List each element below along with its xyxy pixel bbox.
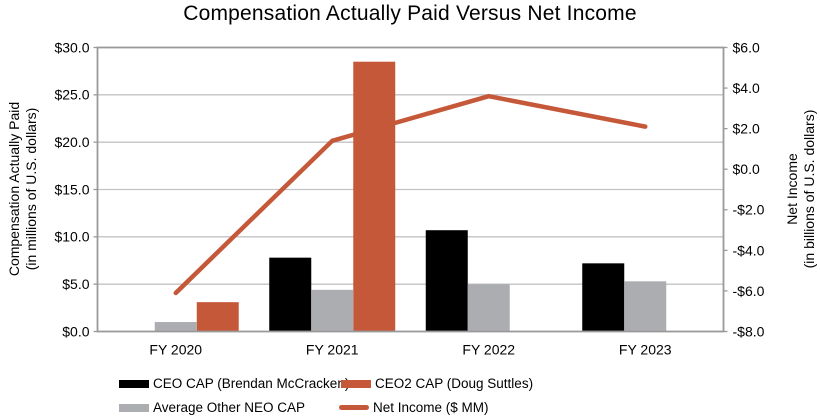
left-axis-tick-label: $5.0 xyxy=(62,276,89,292)
bar-gray-fy-2023 xyxy=(624,281,667,332)
left-axis-tick-label: $25.0 xyxy=(54,87,89,103)
right-axis-tick-label: -$6.0 xyxy=(733,283,765,299)
avg-neo-cap-swatch-icon xyxy=(119,403,149,412)
right-axis-tick-label: $4.0 xyxy=(733,80,760,96)
left-axis-tick-label: $10.0 xyxy=(54,229,89,245)
right-axis-tick-label: $2.0 xyxy=(733,121,760,137)
legend-label-avg-neo-cap: Average Other NEO CAP xyxy=(153,400,306,415)
right-axis-tick-label: $6.0 xyxy=(733,39,760,55)
bar-orange-fy-2021 xyxy=(353,61,396,332)
legend-item-avg-neo-cap: Average Other NEO CAP xyxy=(119,399,305,416)
legend-label-ceo2-cap: CEO2 CAP (Doug Suttles) xyxy=(375,376,534,391)
x-axis-label: FY 2020 xyxy=(149,341,202,357)
legend-label-ceo-cap: CEO CAP (Brendan McCracken) xyxy=(153,376,350,391)
ceo2-cap-swatch-icon xyxy=(341,379,371,388)
bar-gray-fy-2022 xyxy=(467,284,510,332)
bar-black-fy-2023 xyxy=(582,263,625,332)
x-axis-label: FY 2023 xyxy=(619,341,672,357)
x-axis-label: FY 2021 xyxy=(306,341,359,357)
x-axis-label: FY 2022 xyxy=(462,341,515,357)
right-axis-tick-label: -$2.0 xyxy=(733,202,765,218)
right-axis-tick-label: -$4.0 xyxy=(733,242,765,258)
left-axis-tick-label: $0.0 xyxy=(62,323,89,339)
bar-black-fy-2021 xyxy=(269,257,312,332)
left-axis-tick-label: $30.0 xyxy=(54,39,89,55)
left-axis-tick-label: $15.0 xyxy=(54,181,89,197)
bar-gray-fy-2021 xyxy=(311,289,354,332)
net-income-line xyxy=(173,93,648,296)
legend-label-net-income: Net Income ($ MM) xyxy=(373,400,489,415)
bar-orange-fy-2020 xyxy=(196,302,239,332)
left-axis-tick-label: $20.0 xyxy=(54,134,89,150)
right-axis-tick-label: -$8.0 xyxy=(733,323,765,339)
right-axis-tick-label: $0.0 xyxy=(733,161,760,177)
ceo-cap-swatch-icon xyxy=(119,379,149,388)
bar-gray-fy-2020 xyxy=(154,322,197,332)
bar-black-fy-2022 xyxy=(425,230,468,332)
legend-item-net-income: Net Income ($ MM) xyxy=(339,399,489,416)
legend-item-ceo2-cap: CEO2 CAP (Doug Suttles) xyxy=(341,375,533,392)
plot-border xyxy=(96,46,725,333)
chart-title: Compensation Actually Paid Versus Net In… xyxy=(183,2,637,25)
net-income-line-swatch-icon xyxy=(339,405,369,410)
legend-item-ceo-cap: CEO CAP (Brendan McCracken) xyxy=(119,375,349,392)
